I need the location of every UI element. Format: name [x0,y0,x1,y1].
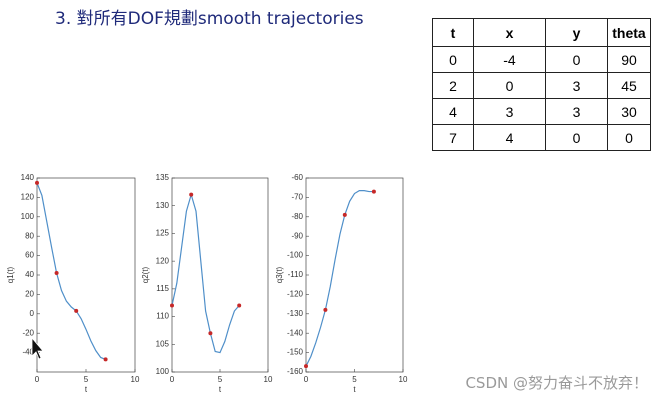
waypoint [35,180,39,185]
table-cell: 0 [545,46,608,73]
waypoint [237,303,242,308]
y-tick-label: 120 [21,193,35,202]
x-tick-label: 0 [304,375,309,384]
y-tick-label: 105 [156,339,170,348]
waypoint [323,307,328,312]
table-cell: 2 [432,72,474,99]
waypoint [304,364,308,369]
y-tick-label: -120 [287,290,304,299]
waypoint [208,331,213,336]
y-tick-label: -60 [291,173,303,182]
table-cell: 0 [607,124,651,151]
waypoint [170,303,174,308]
waypoint [103,357,108,362]
y-tick-label: 100 [156,367,170,376]
table-cell: 4 [473,124,546,151]
y-tick-label: -130 [287,309,304,318]
table-row: 4 3 3 30 [432,98,651,125]
y-tick-label: -140 [287,328,304,337]
x-tick-label: 0 [35,375,40,384]
x-tick-label: 10 [264,375,273,384]
trajectory-line [305,190,374,367]
x-tick-label: 5 [218,375,223,384]
x-axis-label: t [353,385,356,394]
x-tick-label: 10 [399,375,408,384]
table-cell: 4 [432,98,474,125]
waypoint-table: t x y theta 0 -4 0 90 2 0 3 45 4 3 3 30 7 4 0 0 [432,18,651,151]
y-tick-label: -110 [288,270,304,279]
axes-frame [36,177,136,373]
table-cell: 3 [545,72,608,99]
y-tick-label: 100 [21,212,35,221]
axes-frame [305,177,404,373]
x-tick-label: 5 [84,375,89,384]
x-axis-label: t [85,385,88,394]
x-tick-label: 0 [170,375,175,384]
y-tick-label: -40 [22,348,34,357]
trajectory-line [171,192,240,354]
table-cell: 0 [545,124,608,151]
y-tick-label: -90 [291,231,303,240]
trajectory-line [36,182,106,360]
axes-frame [171,177,269,373]
waypoint [74,308,79,313]
y-axis-label: q3(t) [275,266,284,283]
y-tick-label: 140 [21,173,35,182]
y-tick-label: -100 [287,251,304,260]
y-tick-label: 110 [156,312,169,321]
y-tick-label: -20 [22,328,34,337]
table-cell: -4 [473,46,546,73]
y-tick-label: 80 [25,231,34,240]
table-row: 2 0 3 45 [432,72,651,99]
waypoint [189,192,194,197]
y-tick-label: -80 [291,212,303,221]
y-tick-label: 130 [156,201,170,210]
x-tick-label: 5 [352,375,357,384]
y-tick-label: 0 [30,309,35,318]
y-tick-label: 135 [156,173,170,182]
x-axis-label: t [219,385,222,394]
header-cell: x [473,18,546,47]
waypoint [371,189,376,194]
table-header: t x y theta [432,18,651,47]
waypoint [342,212,347,217]
table-cell: 0 [473,72,546,99]
y-tick-label: 20 [25,290,34,299]
y-tick-label: 120 [156,256,170,265]
y-axis-label: q2(t) [141,266,150,283]
x-tick-label: 10 [131,375,140,384]
watermark: CSDN @努力奋斗不放弃！ [465,374,648,392]
y-tick-label: -160 [287,367,304,376]
header-cell: y [545,18,608,47]
slide-title: 3. 對所有DOF規劃smooth trajectories [55,9,364,29]
y-tick-label: -70 [291,193,303,202]
y-tick-label: 115 [156,284,169,293]
y-tick-label: -150 [287,348,304,357]
waypoint [54,271,59,276]
table-cell: 0 [432,46,474,73]
y-axis-label: q1(t) [6,266,15,283]
mouse-cursor [31,336,44,360]
y-tick-label: 40 [25,270,34,279]
table-cell: 45 [607,72,651,99]
y-tick-label: 125 [156,229,170,238]
y-tick-label: 60 [25,251,34,260]
